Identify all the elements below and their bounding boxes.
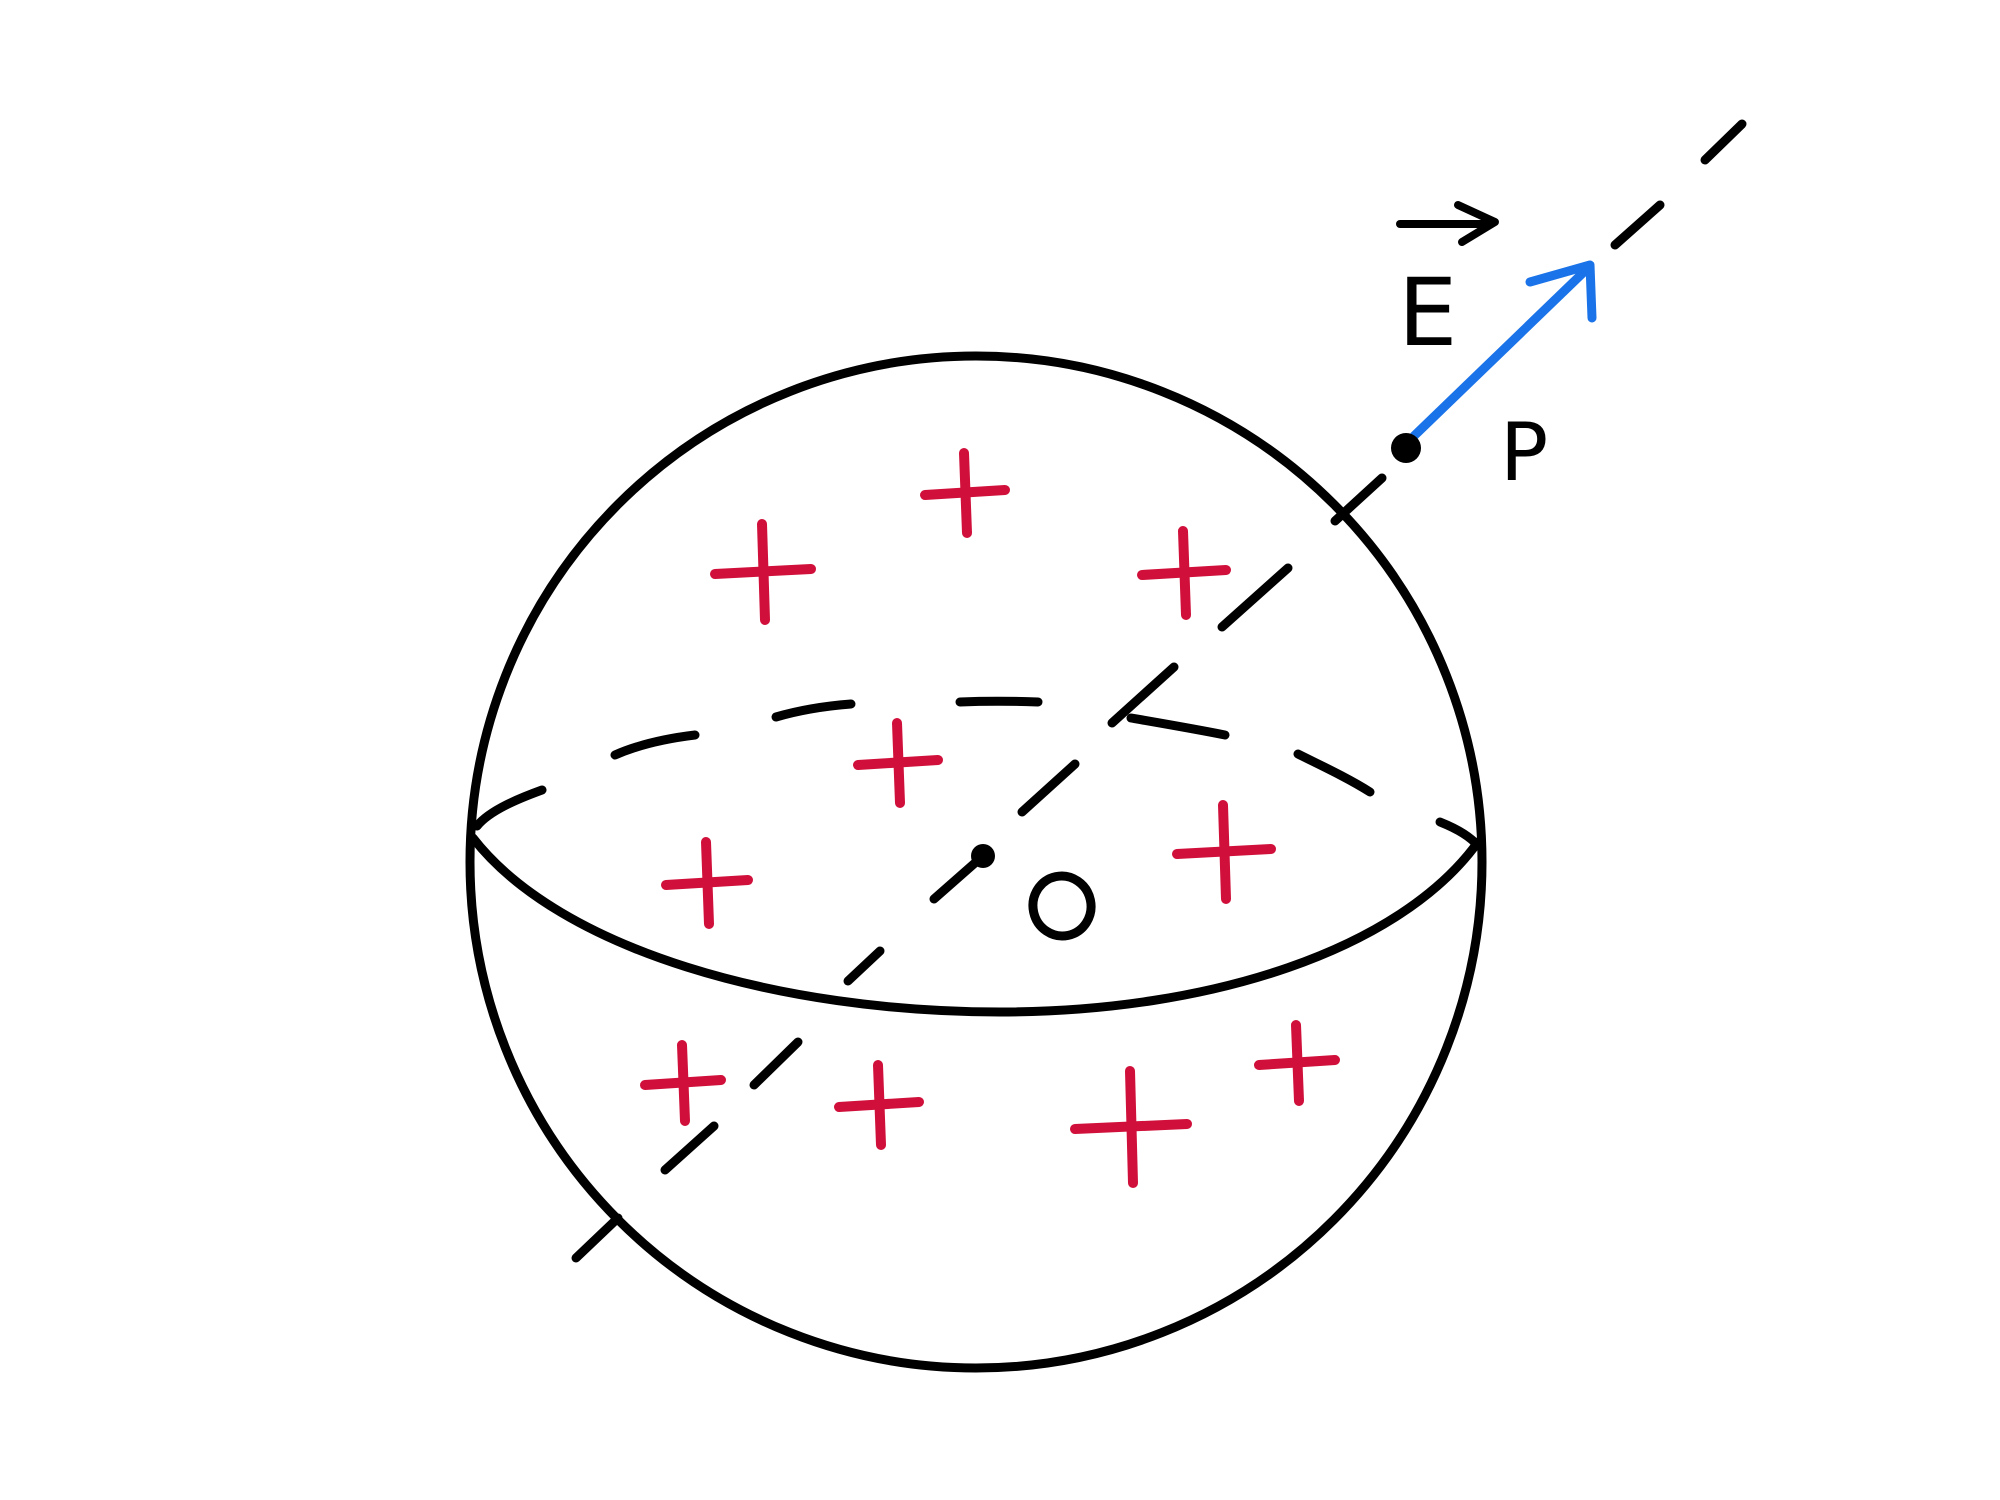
center-label-o-glyph bbox=[1028, 871, 1096, 941]
charge-plus-sign bbox=[1070, 1066, 1192, 1188]
equator-right-hook bbox=[1435, 817, 1483, 851]
vector-arrow-icon bbox=[1409, 260, 1597, 441]
overarrow-icon bbox=[1396, 201, 1499, 246]
charge-plus-sign bbox=[710, 519, 816, 625]
equator-left-hook bbox=[472, 785, 547, 831]
charge-plus-sign bbox=[640, 1040, 726, 1126]
point-label-p: P bbox=[1500, 406, 1548, 499]
point-p bbox=[1391, 433, 1421, 463]
equator-front bbox=[468, 833, 1483, 1017]
equator-back-dashed bbox=[610, 696, 1375, 797]
center-point-o bbox=[971, 844, 995, 868]
charge-plus-sign bbox=[1172, 800, 1276, 904]
charge-plus-sign bbox=[920, 448, 1010, 538]
center-label-o: O bbox=[1062, 905, 1064, 907]
charge-plus-sign bbox=[853, 718, 943, 808]
radial-axis-dashed bbox=[571, 119, 1747, 1263]
charge-plus-sign bbox=[834, 1060, 924, 1150]
positive-charges bbox=[640, 448, 1340, 1188]
field-label-e: E bbox=[1398, 259, 1457, 368]
charge-plus-sign bbox=[661, 837, 753, 929]
sphere-outline bbox=[465, 351, 1487, 1373]
charge-plus-sign bbox=[1137, 526, 1231, 620]
charge-plus-sign bbox=[1254, 1020, 1340, 1106]
